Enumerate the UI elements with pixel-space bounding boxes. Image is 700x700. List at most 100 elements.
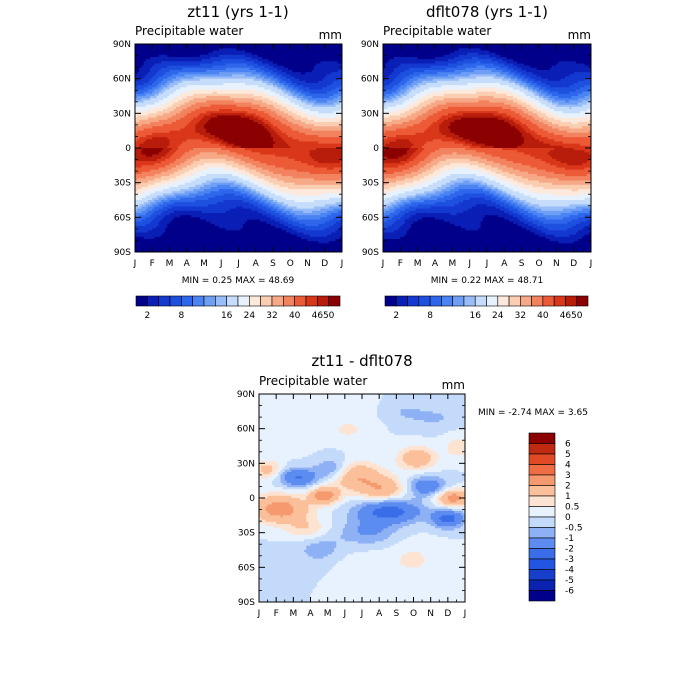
x-tick-label: N — [304, 259, 311, 269]
min-max-stats: MIN = -2.74 MAX = 3.65 — [478, 408, 588, 418]
x-tick-label: A — [432, 259, 439, 269]
heatmap-field — [135, 44, 342, 252]
panel-title: zt11 (yrs 1-1) — [187, 3, 288, 21]
x-tick-label: A — [253, 259, 260, 269]
panel-dflt078: dflt078 (yrs 1-1) Precipitable water mm … — [361, 3, 593, 321]
colorbar-swatch — [528, 537, 556, 549]
colorbar-swatch — [271, 295, 284, 307]
x-tick-label: O — [410, 609, 417, 619]
colorbar-swatch — [192, 295, 205, 307]
y-tick-label: 60S — [114, 213, 131, 223]
colorbar-swatch — [249, 295, 261, 307]
colorbar-swatch — [283, 295, 295, 307]
y-tick-label: 90N — [113, 40, 131, 50]
x-tick-label: M — [289, 609, 297, 619]
colorbar-label: 5 — [565, 450, 571, 460]
y-tick-label: 30N — [361, 109, 379, 119]
colorbar-swatch — [384, 295, 397, 307]
colorbar-label: 16 — [221, 311, 233, 321]
y-tick-label: 0 — [249, 494, 255, 504]
y-tick-label: 90S — [238, 598, 255, 608]
x-tick-label: M — [200, 259, 208, 269]
colorbar-swatch — [528, 558, 556, 570]
x-tick-label: F — [398, 259, 403, 269]
x-tick-label: D — [444, 609, 451, 619]
colorbar-swatch — [463, 295, 476, 307]
colorbar-swatch — [429, 295, 442, 307]
y-tick-label: 90S — [114, 248, 131, 258]
colorbar-label: 8 — [178, 311, 184, 321]
x-tick-label: F — [150, 259, 155, 269]
colorbar-swatch — [395, 295, 408, 307]
x-tick-label: M — [166, 259, 174, 269]
x-tick-label: M — [414, 259, 422, 269]
panel-units: mm — [319, 28, 342, 42]
x-tick-label: J — [463, 609, 467, 619]
x-tick-label: D — [321, 259, 328, 269]
colorbar-label: 2 — [565, 482, 571, 492]
colorbar-swatch — [474, 295, 487, 307]
colorbar-swatch — [528, 464, 556, 476]
panel-title: zt11 - dflt078 — [311, 352, 412, 370]
colorbar-swatch — [528, 527, 556, 539]
colorbar-swatch — [158, 295, 171, 307]
colorbar-label: 16 — [469, 311, 481, 321]
colorbar-label: 50 — [571, 311, 583, 321]
colorbar-swatch — [486, 295, 499, 307]
panel-subtitle: Precipitable water — [383, 24, 491, 38]
colorbar-label: 8 — [427, 311, 433, 321]
x-tick-label: M — [448, 259, 456, 269]
y-tick-label: 60S — [238, 563, 255, 573]
colorbar-swatch — [215, 295, 227, 307]
colorbar-label: 3 — [565, 471, 571, 481]
colorbar-label: 46 — [560, 311, 572, 321]
colorbar-swatch — [542, 295, 555, 307]
y-tick-label: 60N — [113, 75, 131, 85]
x-tick-label: N — [553, 259, 560, 269]
y-tick-label: 60N — [237, 425, 255, 435]
y-tick-label: 60N — [361, 75, 379, 85]
colorbar-label: 24 — [244, 311, 256, 321]
colorbar-swatch — [452, 295, 465, 307]
colorbar-label: -0.5 — [565, 524, 583, 534]
colorbar-label: -1 — [565, 534, 574, 544]
y-tick-label: 30N — [113, 109, 131, 119]
colorbar-swatch — [528, 569, 556, 581]
x-tick-label: M — [324, 609, 332, 619]
x-tick-label: J — [343, 609, 347, 619]
colorbar-swatch — [418, 295, 431, 307]
colorbar-swatch — [528, 516, 556, 528]
colorbar-swatch — [260, 295, 273, 307]
colorbar-swatch — [528, 474, 556, 486]
panel-units: mm — [568, 28, 591, 42]
colorbar-swatch — [520, 295, 532, 307]
colorbar-swatch — [553, 295, 566, 307]
x-tick-label: J — [360, 609, 364, 619]
colorbar-label: 1 — [565, 492, 571, 502]
y-tick-label: 30S — [238, 529, 255, 539]
y-tick-label: 0 — [373, 144, 379, 154]
colorbar-swatch — [147, 295, 159, 307]
panel-zt11: zt11 (yrs 1-1) Precipitable water mm J F M… — [113, 3, 344, 321]
colorbar-label: 32 — [266, 311, 277, 321]
y-tick-label: 60S — [362, 213, 379, 223]
panel-subtitle: Precipitable water — [259, 374, 367, 388]
y-tick-label: 90S — [362, 248, 379, 258]
colorbar-label: 4 — [565, 461, 571, 471]
panel-units: mm — [442, 378, 465, 392]
colorbar-swatch — [135, 295, 148, 307]
colorbar-swatch — [528, 443, 556, 455]
colorbar-swatch — [294, 295, 307, 307]
panel-subtitle: Precipitable water — [135, 24, 243, 38]
colorbar-swatch — [565, 295, 578, 307]
colorbar-swatch — [528, 506, 556, 518]
min-max-stats: MIN = 0.25 MAX = 48.69 — [182, 276, 295, 286]
x-tick-label: J — [485, 259, 489, 269]
colorbar-label: 0 — [565, 513, 571, 523]
colorbar-label: 6 — [565, 440, 571, 450]
x-tick-label: O — [287, 259, 294, 269]
